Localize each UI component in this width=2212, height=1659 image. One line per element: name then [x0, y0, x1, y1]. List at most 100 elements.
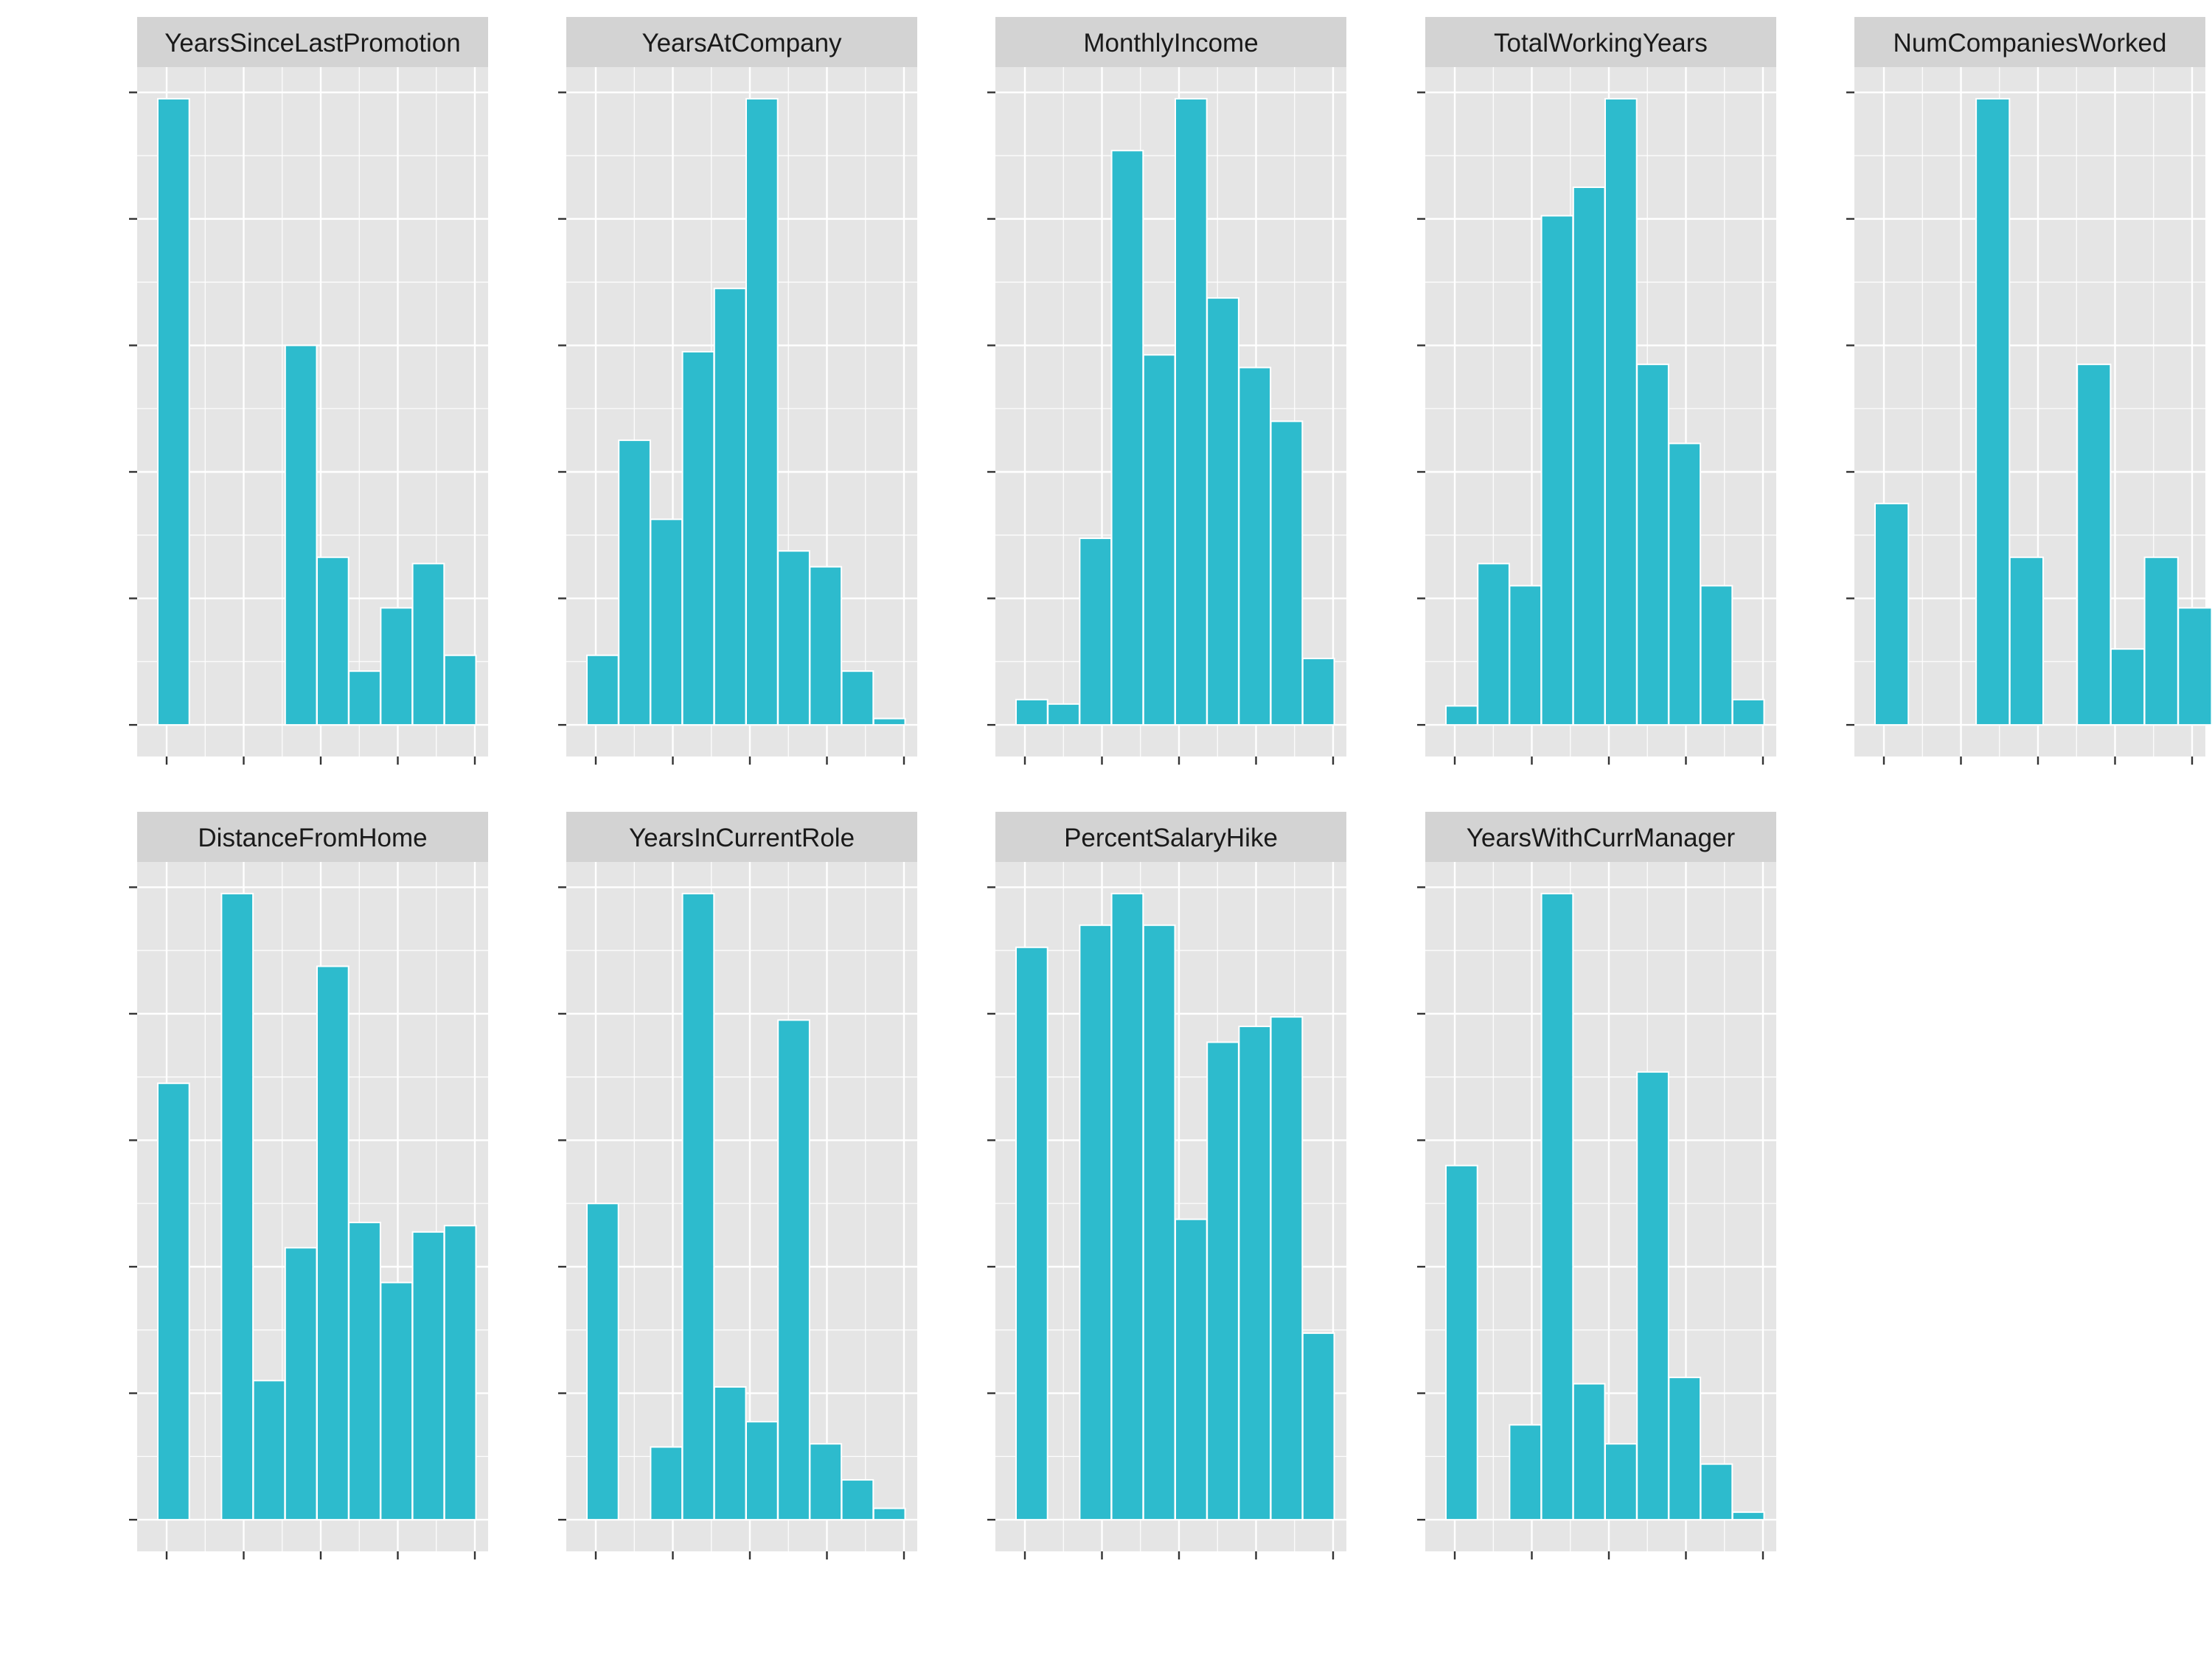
histogram-bar — [1604, 1443, 1638, 1521]
histogram-bar — [1015, 698, 1048, 726]
histogram-bar — [745, 1421, 779, 1521]
histogram-bar — [650, 1446, 684, 1521]
histogram-bar — [2008, 556, 2045, 726]
histogram-bar — [1874, 502, 1910, 726]
histogram-bar — [777, 1019, 810, 1521]
strip-background — [137, 812, 488, 862]
strip-background — [137, 17, 488, 67]
histogram-bar — [1110, 150, 1144, 726]
histogram-bar — [1238, 1026, 1272, 1521]
axis-ticks — [987, 886, 1335, 1559]
axis-ticks — [987, 91, 1335, 765]
histogram-bar — [316, 965, 349, 1521]
histogram-bar — [380, 607, 414, 726]
strip-background — [995, 17, 1346, 67]
histogram-bar — [316, 556, 349, 726]
histogram-bar — [1604, 97, 1638, 726]
histogram-bar — [841, 670, 874, 726]
histogram-bar — [2143, 556, 2179, 726]
histogram-bar — [1079, 924, 1113, 1521]
strip-background — [566, 812, 917, 862]
bars — [1445, 97, 1765, 726]
histogram-bar — [1142, 354, 1176, 726]
axis-ticks — [129, 886, 476, 1559]
histogram-bar — [872, 717, 906, 726]
histogram-bar — [1047, 703, 1080, 726]
histogram-bar — [1238, 366, 1272, 726]
histogram-bar — [618, 439, 651, 726]
strip-label: DistanceFromHome — [198, 824, 427, 852]
histogram-bar — [284, 1247, 318, 1521]
strip-label: YearsInCurrentRole — [629, 824, 855, 852]
axis-ticks — [1417, 91, 1764, 765]
histogram-bar — [2076, 364, 2112, 726]
histogram-bar — [1668, 1377, 1702, 1521]
histogram-bar — [1731, 1511, 1765, 1521]
histogram-bar — [1636, 364, 1669, 726]
histogram-bar — [1700, 585, 1733, 726]
histogram-bar — [1175, 1218, 1208, 1521]
facet-panel-1: YearsSinceLastPromotion — [129, 17, 488, 765]
histogram-bar — [1079, 538, 1113, 726]
histogram-bar — [713, 288, 747, 726]
histogram-bar — [1301, 658, 1335, 726]
histogram-bar — [252, 1380, 286, 1521]
histogram-bar — [157, 1082, 190, 1521]
histogram-bar — [586, 1203, 619, 1521]
histogram-bar — [841, 1479, 874, 1521]
histogram-bar — [1700, 1463, 1733, 1521]
histogram-bar — [1270, 420, 1304, 726]
strip-background — [1425, 17, 1776, 67]
axis-ticks — [129, 91, 476, 765]
histogram-bar — [1975, 97, 2011, 726]
bars — [586, 892, 906, 1521]
strip-background — [995, 812, 1346, 862]
strip-label: YearsAtCompany — [641, 29, 842, 58]
histogram-bar — [809, 566, 843, 726]
histogram-bar — [380, 1281, 414, 1521]
histogram-bar — [1668, 442, 1702, 726]
histogram-bar — [1206, 297, 1239, 726]
histogram-bar — [1445, 1164, 1478, 1521]
histogram-bar — [1509, 585, 1543, 726]
histogram-bar — [1206, 1041, 1239, 1521]
bars — [586, 97, 906, 726]
facet-panel-8: PercentSalaryHike — [987, 812, 1346, 1559]
histogram-bar — [1509, 1424, 1543, 1521]
histogram-bar — [745, 97, 779, 726]
strip-label: MonthlyIncome — [1083, 29, 1258, 58]
axis-ticks — [1846, 91, 2194, 765]
histogram-bar — [411, 563, 445, 726]
bars — [1874, 97, 2212, 726]
histogram-bar — [809, 1443, 843, 1521]
histogram-bar — [348, 1221, 381, 1521]
strip-label: TotalWorkingYears — [1494, 29, 1708, 58]
bars — [157, 97, 477, 726]
histogram-bar — [1110, 892, 1144, 1521]
histogram-bar — [220, 892, 254, 1521]
histogram-bar — [1477, 563, 1510, 726]
bars — [1445, 892, 1765, 1521]
histogram-bar — [443, 1225, 477, 1521]
histogram-bar — [713, 1385, 747, 1521]
axis-ticks — [558, 886, 905, 1559]
bars — [1015, 97, 1335, 726]
histogram-bar — [586, 654, 619, 726]
strip-label: YearsWithCurrManager — [1467, 824, 1736, 852]
axis-ticks — [558, 91, 905, 765]
histogram-bar — [1572, 186, 1606, 726]
facet-panel-2: YearsAtCompany — [558, 17, 917, 765]
histogram-bar — [1301, 1332, 1335, 1521]
histogram-bar — [348, 670, 381, 726]
histogram-bar — [2177, 607, 2212, 726]
histogram-bar — [1175, 97, 1208, 726]
histogram-bar — [1731, 698, 1765, 726]
histogram-bar — [1270, 1016, 1304, 1521]
strip-label: PercentSalaryHike — [1064, 824, 1278, 852]
histogram-bar — [2110, 648, 2146, 726]
histogram-bar — [1540, 215, 1574, 726]
histogram-bar — [681, 351, 715, 726]
histogram-bar — [681, 892, 715, 1521]
facet-panel-3: MonthlyIncome — [987, 17, 1346, 765]
